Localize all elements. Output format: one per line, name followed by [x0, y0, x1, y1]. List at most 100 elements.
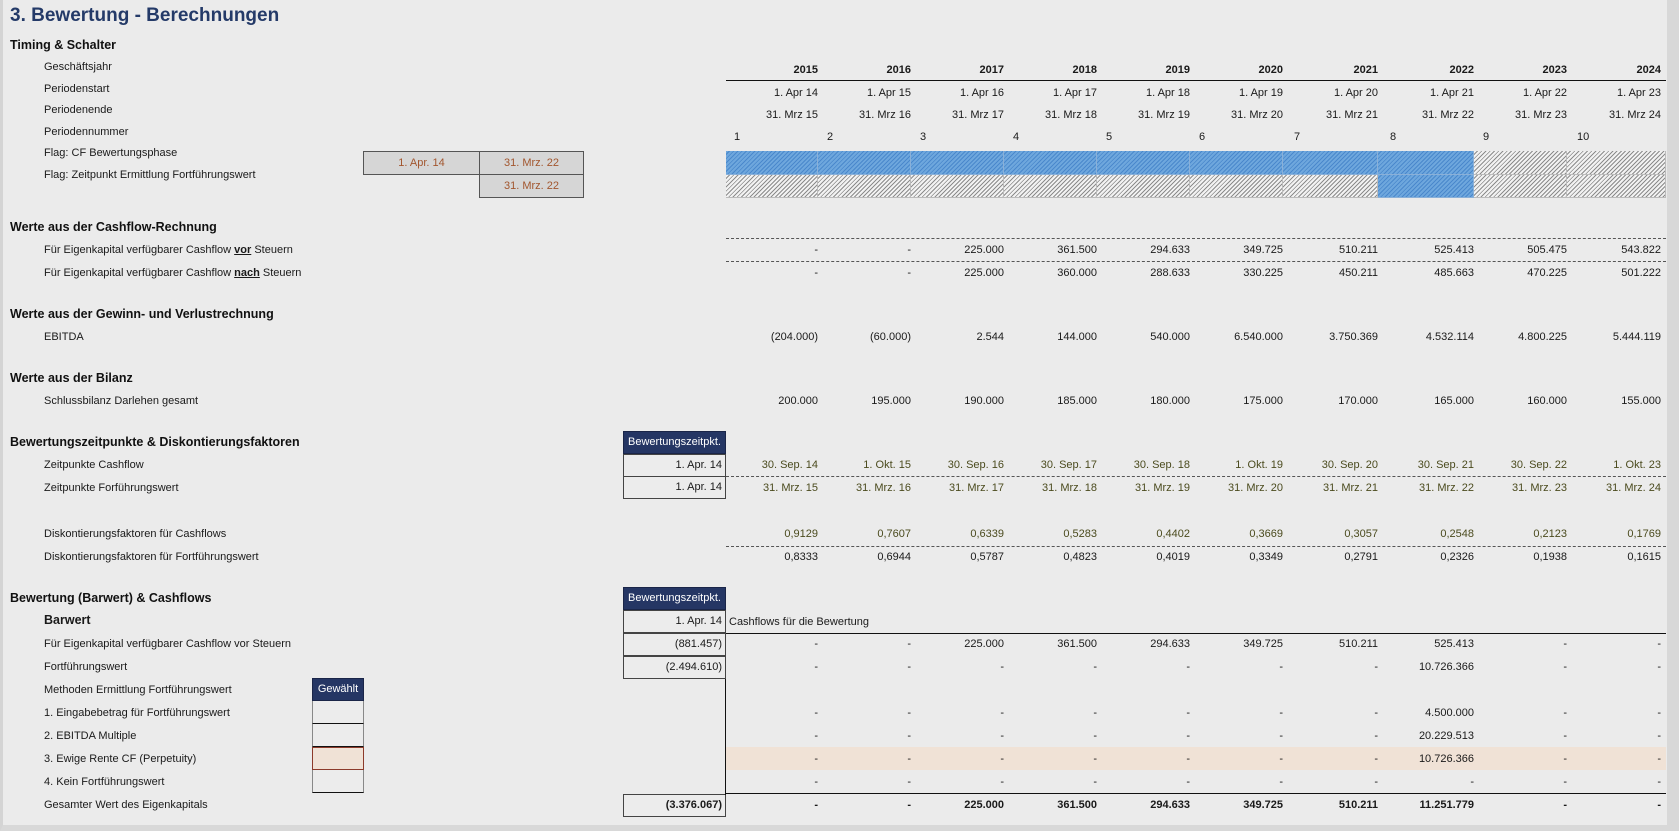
flag-tv-cell: [1567, 175, 1666, 198]
period-number-cell: 5: [1106, 131, 1113, 143]
cf-pre-tax-cell: 361.500: [1057, 244, 1097, 256]
ebitda-cell: 144.000: [1057, 331, 1097, 343]
method-2-cell: -: [1657, 730, 1661, 742]
df-tv-cell: 0,1615: [1627, 551, 1661, 563]
label-val-tv: Fortführungswert: [44, 661, 128, 673]
total-cell: 294.633: [1150, 799, 1190, 811]
label-present-value: Barwert: [44, 613, 91, 627]
method-2-cell: -: [1563, 730, 1567, 742]
df-cf-cell: 0,1769: [1627, 528, 1661, 540]
ebitda-cell: 4.800.225: [1518, 331, 1567, 343]
ebitda-cell: 4.532.114: [1425, 331, 1474, 343]
cf-date-cell: 30. Sep. 20: [1321, 459, 1378, 471]
flag-cf-cell: [1378, 151, 1474, 175]
year-header: 2019: [1165, 64, 1190, 76]
tv-valuation-date[interactable]: 1. Apr. 14: [623, 476, 726, 499]
section-cashflow-heading: Werte aus der Cashflow-Rechnung: [10, 220, 217, 234]
method-3-cell: -: [814, 753, 818, 765]
cf-post-tax-cell: 360.000: [1057, 267, 1097, 279]
period-start-cell: 1. Apr 19: [1238, 87, 1283, 99]
label-flag-tv: Flag: Zeitpunkt Ermittlung Fortführungsw…: [44, 169, 256, 181]
label-flag-cf: Flag: CF Bewertungsphase: [44, 147, 178, 159]
df-cf-cell: 0,3057: [1344, 528, 1378, 540]
label-df-tv: Diskontierungsfaktoren für Fortführungsw…: [44, 551, 259, 563]
cf-valuation-date[interactable]: 1. Apr. 14: [623, 454, 726, 477]
df-tv-cell: 0,4823: [1063, 551, 1097, 563]
method-2-select[interactable]: [312, 724, 364, 747]
flag-tv-cell: [1190, 175, 1283, 198]
val-cf-cell: 225.000: [964, 638, 1004, 650]
label-period-number: Periodennummer: [44, 126, 129, 138]
val-tv-cell: -: [1374, 661, 1378, 673]
method-4-cell: -: [1279, 776, 1283, 788]
year-header: 2017: [979, 64, 1004, 76]
tv-date-cell: 31. Mrz. 24: [1605, 482, 1661, 494]
chosen-header: Gewählt: [312, 678, 364, 701]
loans-cell: 175.000: [1243, 395, 1283, 407]
cf-date-cell: 1. Okt. 23: [1613, 459, 1661, 471]
period-number-cell: 8: [1390, 131, 1397, 143]
cf-pre-tax-cell: 225.000: [964, 244, 1004, 256]
total-cell: 361.500: [1057, 799, 1097, 811]
period-end-cell: 31. Mrz 19: [1138, 109, 1190, 121]
method-1-select[interactable]: [312, 701, 364, 724]
period-end-cell: 31. Mrz 18: [1045, 109, 1097, 121]
label-df-cf: Diskontierungsfaktoren für Cashflows: [44, 528, 227, 540]
method-1-cell: -: [1563, 707, 1567, 719]
loans-cell: 165.000: [1434, 395, 1474, 407]
total-cell: 510.211: [1338, 799, 1378, 811]
method-4-select[interactable]: [312, 770, 364, 793]
flag-tv-cell: [726, 175, 818, 198]
tv-date-cell: 31. Mrz. 19: [1134, 482, 1190, 494]
val-cf-cell: 361.500: [1057, 638, 1097, 650]
label-emphasis: nach: [234, 267, 260, 279]
section-discount-heading: Bewertungszeitpunkte & Diskontierungsfak…: [10, 435, 300, 449]
df-tv-cell: 0,2791: [1344, 551, 1378, 563]
period-number-cell: 7: [1294, 131, 1301, 143]
flag-tv-cell: [911, 175, 1004, 198]
method-1-cell: 4.500.000: [1425, 707, 1474, 719]
method-4-cell: -: [1000, 776, 1004, 788]
header-rule: [726, 80, 1666, 81]
val-tv-cell: -: [814, 661, 818, 673]
method-2-cell: 20.229.513: [1418, 730, 1474, 742]
method-3-cell: -: [907, 753, 911, 765]
ebitda-cell: 2.544: [976, 331, 1004, 343]
val-cf-cell: -: [1657, 638, 1661, 650]
flag-cf-end-input[interactable]: 31. Mrz. 22: [479, 151, 584, 175]
year-header: 2022: [1449, 64, 1474, 76]
label-val-cf: Für Eigenkapital verfügbarer Cashflow vo…: [44, 638, 292, 650]
val-cf-cell: 349.725: [1243, 638, 1283, 650]
flag-tv-date-input[interactable]: 31. Mrz. 22: [479, 174, 584, 198]
period-number-cell: 2: [827, 131, 834, 143]
selected-method-highlight: [726, 747, 1666, 770]
df-cf-cell: 0,6339: [970, 528, 1004, 540]
method-1-cell: -: [1093, 707, 1097, 719]
tv-date-cell: 31. Mrz. 18: [1041, 482, 1097, 494]
loans-cell: 160.000: [1527, 395, 1567, 407]
method-1-cell: -: [907, 707, 911, 719]
flag-tv-cell: [1474, 175, 1567, 198]
df-tv-cell: 0,1938: [1533, 551, 1567, 563]
val-cf-cell: -: [907, 638, 911, 650]
method-1-cell: -: [1657, 707, 1661, 719]
year-header: 2016: [886, 64, 911, 76]
label-loans: Schlussbilanz Darlehen gesamt: [44, 395, 199, 407]
flag-cf-cell: [1097, 151, 1190, 175]
label-method-1: 1. Eingabebetrag für Fortführungswert: [44, 707, 230, 719]
cf-post-tax-cell: 485.663: [1434, 267, 1474, 279]
ebitda-cell: 6.540.000: [1234, 331, 1283, 343]
method-4-cell: -: [1186, 776, 1190, 788]
cf-date-cell: 30. Sep. 17: [1040, 459, 1097, 471]
method-3-select[interactable]: [312, 747, 364, 770]
flag-cf-start-input[interactable]: 1. Apr. 14: [363, 151, 480, 175]
year-header: 2023: [1542, 64, 1567, 76]
section-valuation-heading: Bewertung (Barwert) & Cashflows: [10, 591, 212, 605]
cf-post-tax-cell: -: [814, 267, 818, 279]
loans-cell: 200.000: [778, 395, 818, 407]
loans-cell: 185.000: [1057, 395, 1097, 407]
df-tv-cell: 0,5787: [970, 551, 1004, 563]
cf-date-cell: 1. Okt. 19: [1235, 459, 1283, 471]
val-tv-cell: -: [1186, 661, 1190, 673]
dashed-rule: [726, 238, 1666, 239]
